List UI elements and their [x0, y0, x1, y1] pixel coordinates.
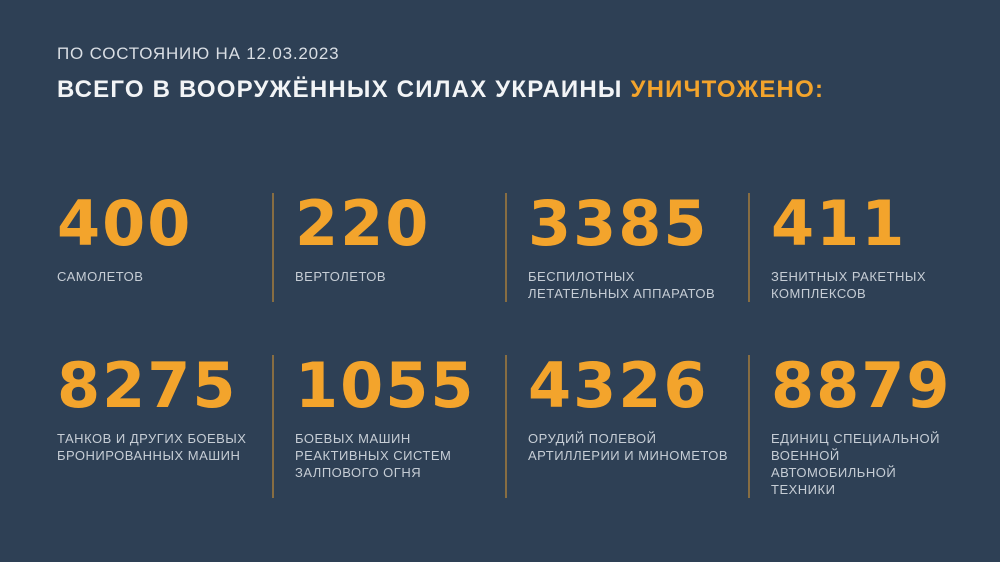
stat-value: 411	[771, 187, 907, 260]
stat-cell-vehicles: 8879 ЕДИНИЦ СПЕЦИАЛЬНОЙ ВОЕННОЙ АВТОМОБИ…	[748, 355, 965, 498]
stat-value: 8879	[771, 349, 952, 422]
stat-label: ОРУДИЙ ПОЛЕВОЙ АРТИЛЛЕРИИ И МИНОМЕТОВ	[528, 431, 729, 463]
stat-label: ЕДИНИЦ СПЕЦИАЛЬНОЙ ВОЕННОЙ АВТОМОБИЛЬНОЙ…	[771, 431, 941, 497]
stat-value: 1055	[295, 349, 476, 422]
stat-cell-uavs: 3385 БЕСПИЛОТНЫХ ЛЕТАТЕЛЬНЫХ АППАРАТОВ	[505, 193, 748, 302]
page-title-main: ВСЕГО В ВООРУЖЁННЫХ СИЛАХ УКРАИНЫ	[57, 76, 623, 103]
stats-grid: 400 САМОЛЕТОВ 220 ВЕРТОЛЕТОВ 3385 БЕСПИЛ…	[57, 193, 965, 498]
stat-cell-artillery: 4326 ОРУДИЙ ПОЛЕВОЙ АРТИЛЛЕРИИ И МИНОМЕТ…	[505, 355, 748, 498]
stat-value: 8275	[57, 349, 238, 422]
stat-value: 220	[295, 187, 431, 260]
stat-cell-helicopters: 220 ВЕРТОЛЕТОВ	[272, 193, 505, 302]
stat-value: 3385	[528, 187, 709, 260]
stat-cell-aircraft: 400 САМОЛЕТОВ	[57, 193, 272, 302]
date-line: ПО СОСТОЯНИЮ НА 12.03.2023	[57, 44, 340, 63]
stat-label: САМОЛЕТОВ	[57, 269, 144, 284]
stat-label: ВЕРТОЛЕТОВ	[295, 269, 387, 284]
stat-cell-mlrs: 1055 БОЕВЫХ МАШИН РЕАКТИВНЫХ СИСТЕМ ЗАЛП…	[272, 355, 505, 498]
stat-label: БЕСПИЛОТНЫХ ЛЕТАТЕЛЬНЫХ АППАРАТОВ	[528, 269, 716, 301]
stat-label: БОЕВЫХ МАШИН РЕАКТИВНЫХ СИСТЕМ ЗАЛПОВОГО…	[295, 431, 452, 480]
stat-cell-air-defense: 411 ЗЕНИТНЫХ РАКЕТНЫХ КОМПЛЕКСОВ	[748, 193, 965, 302]
stat-cell-tanks: 8275 ТАНКОВ И ДРУГИХ БОЕВЫХ БРОНИРОВАННЫ…	[57, 355, 272, 498]
stat-value: 4326	[528, 349, 709, 422]
page-title-highlight: УНИЧТОЖЕНО:	[630, 76, 825, 103]
page-title: ВСЕГО В ВООРУЖЁННЫХ СИЛАХ УКРАИНЫ УНИЧТО…	[57, 76, 824, 104]
stat-label: ЗЕНИТНЫХ РАКЕТНЫХ КОМПЛЕКСОВ	[771, 269, 927, 301]
stat-label: ТАНКОВ И ДРУГИХ БОЕВЫХ БРОНИРОВАННЫХ МАШ…	[57, 431, 247, 463]
header: ПО СОСТОЯНИЮ НА 12.03.2023 ВСЕГО В ВООРУ…	[57, 44, 824, 104]
stat-value: 400	[57, 187, 193, 260]
